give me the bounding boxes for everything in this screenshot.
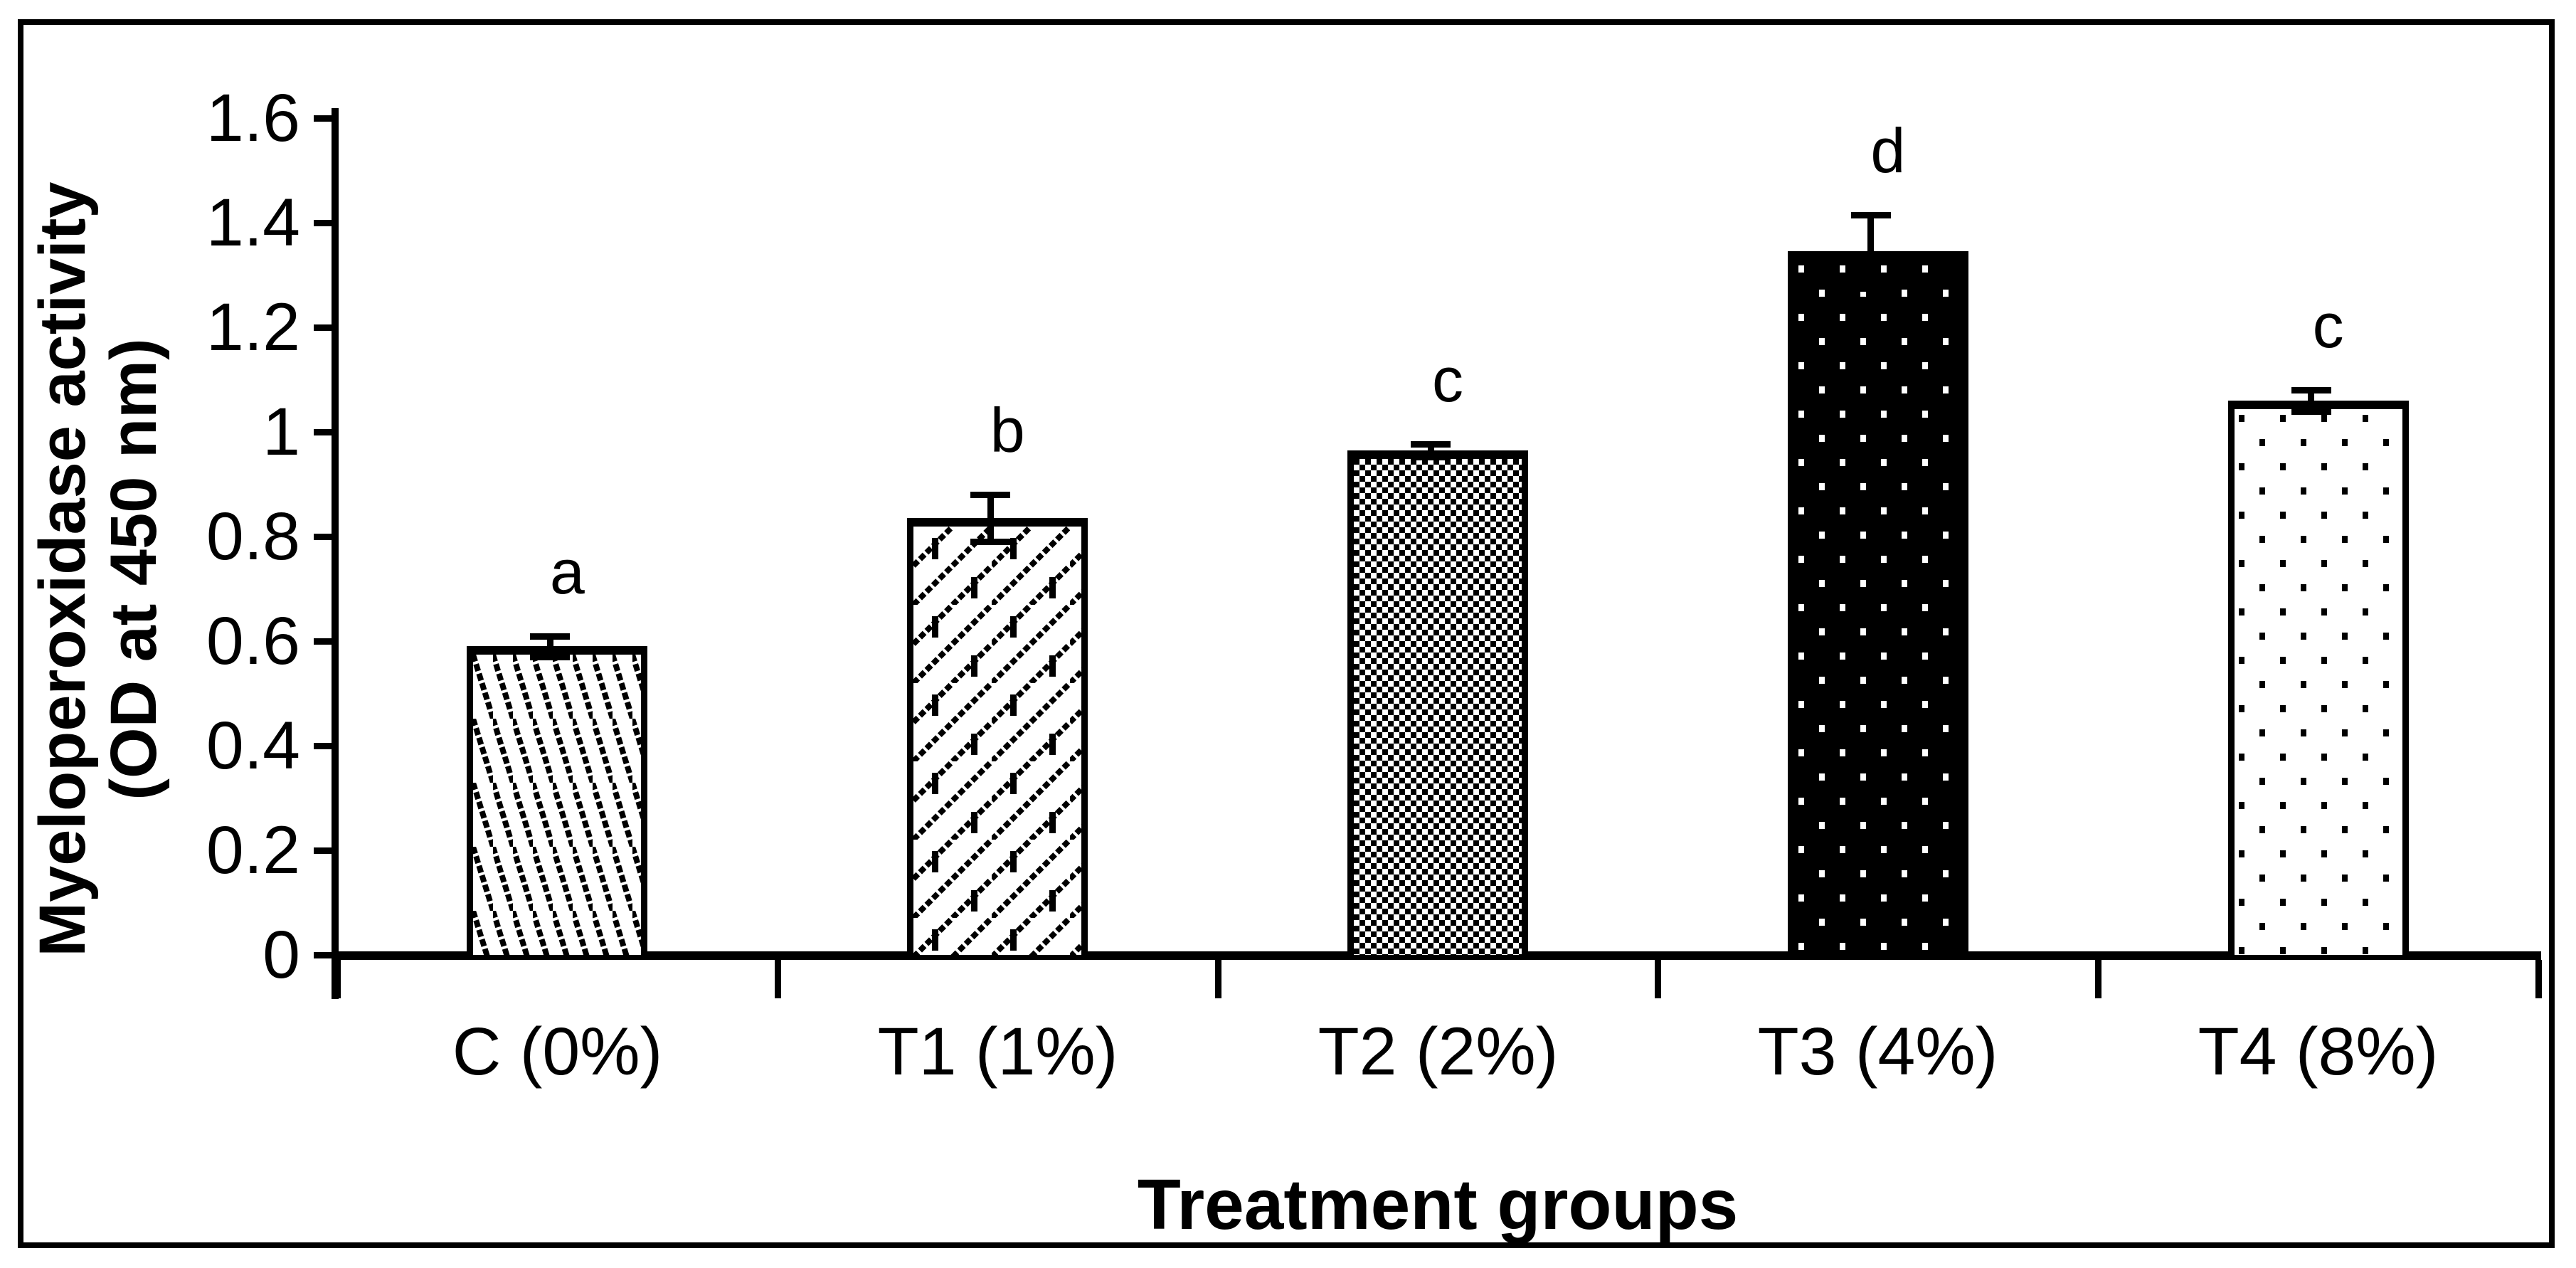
y-tick: [314, 952, 337, 958]
error-bar-cap-top: [970, 492, 1011, 499]
error-bar-cap-top: [1411, 440, 1451, 448]
x-tick-label: T4 (8%): [2198, 1014, 2439, 1089]
x-tick-label: T1 (1%): [877, 1014, 1118, 1089]
error-bar-stem: [546, 635, 553, 657]
error-bar-cap-top: [1850, 211, 1891, 218]
y-tick-label: 0: [263, 917, 300, 993]
x-tick: [1655, 960, 1662, 998]
y-tick-label: 1.6: [206, 80, 300, 156]
bar-fill-pattern: [913, 527, 1081, 955]
bar-t4-8: [2228, 401, 2409, 955]
x-tick-label: T3 (4%): [1757, 1014, 1998, 1089]
y-tick-label: 1.2: [206, 290, 300, 365]
x-tick: [2095, 960, 2102, 998]
error-bar-cap-top: [530, 633, 571, 640]
x-tick-label: T2 (2%): [1318, 1014, 1559, 1089]
error-bar-cap-bottom: [530, 654, 571, 661]
figure-border: [18, 19, 2555, 1248]
bar-fill-pattern: [1354, 459, 1522, 955]
y-tick-label: 0.2: [206, 813, 300, 888]
sig-letter: a: [549, 536, 585, 607]
y-tick: [314, 534, 337, 540]
y-tick: [314, 115, 337, 122]
x-axis-title: Treatment groups: [1137, 1165, 1739, 1245]
bar-fill-pattern: [2235, 409, 2402, 955]
error-bar-cap-bottom: [1411, 453, 1451, 460]
y-tick: [314, 743, 337, 749]
x-tick: [334, 960, 341, 998]
sig-letter: c: [2312, 290, 2344, 361]
y-axis-title-line1: Myeloperoxidase activity: [26, 181, 99, 957]
error-bar-cap-bottom: [2291, 408, 2331, 415]
x-tick-label: C (0%): [452, 1014, 663, 1089]
y-tick: [314, 220, 337, 226]
error-bar-cap-top: [2291, 387, 2331, 394]
error-bar-stem: [1427, 443, 1434, 457]
error-bar-stem: [2308, 390, 2315, 411]
y-axis-line: [332, 108, 339, 999]
x-tick: [1214, 960, 1221, 998]
y-tick: [314, 638, 337, 645]
y-tick-label: 0.6: [206, 603, 300, 679]
y-tick: [314, 324, 337, 331]
bar-t2-2: [1347, 450, 1528, 955]
y-tick-label: 1: [263, 394, 300, 470]
bar-fill-pattern: [473, 655, 641, 955]
x-axis-line: [332, 951, 2541, 960]
bar-c-0: [467, 646, 647, 955]
x-tick: [774, 960, 781, 998]
y-tick: [314, 847, 337, 854]
bar-fill-pattern: [1794, 260, 1962, 955]
y-tick-label: 0.8: [206, 499, 300, 574]
sig-letter: b: [990, 395, 1025, 466]
error-bar-stem: [987, 495, 994, 542]
error-bar-cap-bottom: [970, 539, 1011, 546]
bar-t3-4: [1788, 251, 1968, 955]
error-bar-stem: [1867, 214, 1875, 288]
error-bar-cap-bottom: [1850, 285, 1891, 292]
y-tick: [314, 429, 337, 435]
sig-letter: c: [1432, 344, 1463, 415]
y-tick-label: 0.4: [206, 708, 300, 783]
sig-letter: d: [1870, 115, 1906, 186]
bar-t1-1: [907, 518, 1088, 955]
x-tick: [2535, 960, 2542, 998]
y-tick-label: 1.4: [206, 185, 300, 260]
